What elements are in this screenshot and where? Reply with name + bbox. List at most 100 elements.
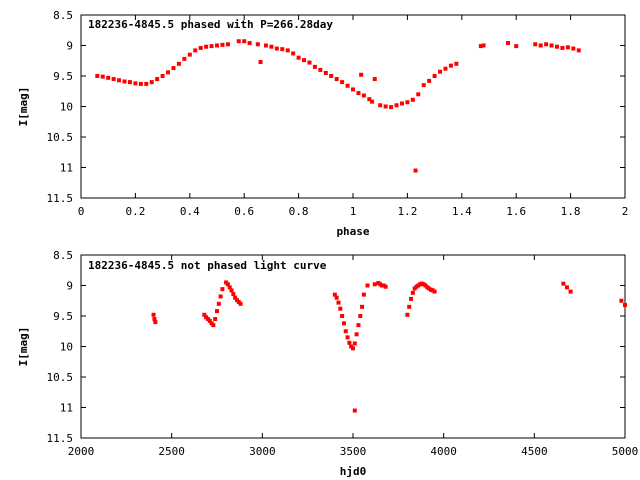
data-point: [323, 70, 328, 75]
y-tick-label: 8.5: [53, 249, 73, 262]
data-point: [215, 43, 219, 48]
data-point: [544, 42, 549, 47]
x-tick-label: 0.4: [180, 205, 200, 218]
data-point: [478, 44, 483, 49]
data-point: [394, 103, 399, 108]
data-point: [561, 281, 566, 286]
data-point: [100, 74, 105, 79]
y-tick-label: 10: [60, 341, 73, 354]
data-point: [565, 45, 570, 50]
data-point: [176, 61, 181, 66]
x-tick-label: 1.6: [506, 205, 526, 218]
data-point: [367, 97, 372, 102]
data-point: [409, 296, 414, 301]
x-tick-label: 0.2: [125, 205, 145, 218]
data-point: [405, 312, 410, 317]
data-point: [405, 100, 410, 105]
data-point: [182, 56, 187, 61]
y-tick-label: 11.5: [47, 192, 74, 205]
data-point: [255, 42, 260, 47]
data-point: [619, 298, 624, 303]
data-point: [238, 301, 243, 306]
data-point: [171, 66, 176, 71]
data-point: [187, 52, 192, 57]
data-point: [274, 46, 279, 51]
y-tick-label: 11: [60, 162, 73, 175]
data-point: [432, 289, 437, 294]
data-point: [220, 42, 225, 47]
panel-title: 182236-4845.5 not phased light curve: [88, 259, 327, 272]
data-point: [345, 335, 350, 340]
x-tick-label: 1.8: [561, 205, 581, 218]
data-point: [427, 78, 432, 83]
y-tick-label: 10.5: [47, 131, 74, 144]
data-point: [117, 78, 122, 83]
y-axis-label: I[mag]: [17, 327, 30, 367]
data-point: [106, 75, 111, 80]
data-point: [236, 39, 241, 44]
data-point: [160, 74, 165, 78]
data-point: [149, 80, 154, 85]
data-point: [193, 48, 198, 53]
data-point: [209, 44, 214, 49]
x-tick-label: 3000: [249, 445, 276, 458]
x-tick-label: 0.8: [289, 205, 309, 218]
x-tick-label: 2500: [158, 445, 185, 458]
unphased-light-curve-panel: 2000 2500 3000 3500 4000 4500 5000 8.5 9 9.5 10 10.…: [17, 249, 638, 478]
data-point: [213, 317, 218, 322]
data-point: [571, 46, 576, 51]
data-point: [560, 45, 565, 50]
data-point: [138, 81, 143, 86]
data-point: [151, 312, 156, 317]
data-point: [155, 77, 160, 82]
y-tick-label: 9.5: [53, 310, 73, 323]
data-point: [216, 301, 221, 306]
data-point: [372, 282, 377, 287]
data-point: [343, 329, 348, 334]
data-point: [211, 323, 216, 328]
data-point: [340, 80, 345, 85]
data-point: [247, 41, 252, 46]
data-point: [399, 101, 404, 106]
data-point: [555, 44, 559, 49]
data-point: [361, 292, 366, 297]
data-point: [383, 284, 388, 289]
data-point: [332, 292, 337, 297]
data-point: [229, 288, 234, 293]
data-point: [443, 66, 448, 71]
data-point: [352, 408, 357, 413]
data-point: [378, 103, 383, 108]
panel-title: 182236-4845.5 phased with P=266.28day: [88, 18, 333, 31]
data-point: [454, 61, 459, 66]
data-point: [166, 70, 171, 75]
data-point: [231, 292, 236, 297]
phased-light-curve-panel: 0 0.2 0.4 0.6 0.8 1 1.2 1.4 1.6 1.8 2 8.5 9 9.5 10 10.5…: [17, 9, 628, 238]
data-point: [549, 43, 554, 48]
data-point: [242, 39, 247, 44]
data-point: [302, 58, 307, 63]
x-tick-label: 5000: [612, 445, 639, 458]
data-point: [370, 99, 375, 104]
data-point: [383, 104, 388, 109]
data-point: [365, 283, 370, 288]
data-point: [341, 321, 346, 326]
data-point: [407, 304, 412, 309]
data-point: [220, 287, 225, 292]
data-point: [336, 300, 341, 305]
data-point: [533, 42, 538, 47]
y-axis-label: I[mag]: [17, 87, 30, 127]
data-point: [198, 45, 203, 50]
data-point: [215, 309, 219, 314]
data-point: [269, 44, 274, 49]
data-point: [481, 43, 486, 48]
x-tick-label: 1.2: [397, 205, 417, 218]
data-point: [389, 105, 394, 110]
data-point: [291, 51, 296, 56]
data-point: [410, 97, 415, 102]
x-tick-label: 2000: [68, 445, 95, 458]
data-point: [576, 48, 581, 53]
y-tick-label: 9: [66, 40, 73, 53]
data-point: [416, 92, 421, 97]
data-point: [207, 318, 212, 323]
data-point: [514, 44, 519, 49]
